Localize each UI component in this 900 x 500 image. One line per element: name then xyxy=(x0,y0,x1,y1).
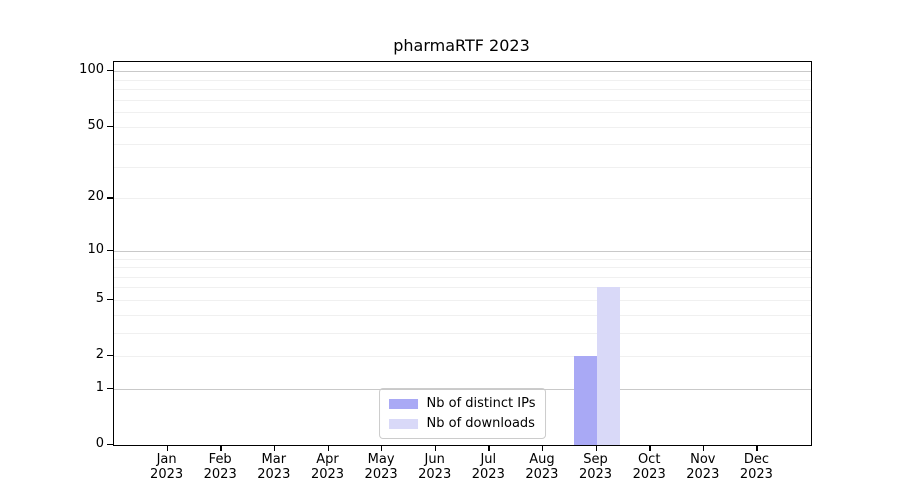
gridline-minor xyxy=(114,287,811,289)
y-axis-tick-mark xyxy=(107,197,113,199)
y-axis-tick-label: 0 xyxy=(95,436,104,451)
x-axis-tick-mark xyxy=(166,445,168,451)
gridline-minor xyxy=(114,356,811,357)
x-axis-tick-label: Oct 2023 xyxy=(632,452,666,482)
y-axis-tick-label: 10 xyxy=(87,241,104,257)
y-axis-tick-label: 20 xyxy=(87,189,104,205)
chart-title: pharmaRTF 2023 xyxy=(393,36,530,55)
gridline-minor xyxy=(114,258,811,260)
gridline-minor xyxy=(114,299,811,301)
x-axis-tick-label: Mar 2023 xyxy=(257,452,291,482)
x-axis-tick-label: Jul 2023 xyxy=(471,452,505,482)
x-axis-tick-mark xyxy=(595,445,597,451)
y-axis-tick-mark xyxy=(107,249,113,252)
gridline-minor xyxy=(114,198,811,200)
legend-label: Nb of distinct IPs xyxy=(426,396,536,411)
y-axis-tick-label: 1 xyxy=(95,379,104,395)
gridline-major xyxy=(114,71,811,73)
x-axis-tick-label: Nov 2023 xyxy=(686,452,720,482)
y-axis-tick-label: 100 xyxy=(79,62,104,78)
x-axis-tick-mark xyxy=(434,445,437,451)
x-axis-tick-mark xyxy=(702,445,705,451)
x-axis-tick-label: Feb 2023 xyxy=(203,452,237,482)
x-axis-tick-mark xyxy=(273,445,276,451)
gridline-minor xyxy=(114,99,811,101)
x-axis-tick-label: Sep 2023 xyxy=(578,452,613,482)
gridline-minor xyxy=(114,79,811,81)
y-axis-tick-label: 2 xyxy=(95,347,104,362)
gridline-minor xyxy=(114,111,811,113)
x-axis-tick-mark xyxy=(327,445,329,451)
y-axis-tick-mark xyxy=(107,387,113,390)
gridline-minor xyxy=(114,276,811,278)
legend-swatch xyxy=(388,398,418,409)
x-axis-tick-label: May 2023 xyxy=(364,452,398,482)
gridline-minor xyxy=(114,89,811,90)
x-axis-tick-label: Aug 2023 xyxy=(525,452,559,482)
bar-nb-of-downloads xyxy=(596,287,620,445)
gridline-major xyxy=(114,250,811,252)
legend-item: Nb of downloads xyxy=(388,416,536,431)
x-axis-tick-label: Jun 2023 xyxy=(418,452,452,482)
legend-item: Nb of distinct IPs xyxy=(388,396,536,411)
x-axis-tick-mark xyxy=(756,445,758,451)
gridline-minor xyxy=(114,126,811,128)
x-axis-tick-label: Apr 2023 xyxy=(310,452,345,482)
plot-area: Nb of distinct IPs Nb of downloads xyxy=(113,61,812,446)
y-axis-tick-mark xyxy=(107,298,113,301)
legend-swatch xyxy=(388,418,418,429)
x-axis-tick-mark xyxy=(488,445,490,451)
y-axis-tick-mark xyxy=(107,444,113,446)
x-axis-tick-label: Jan 2023 xyxy=(150,452,184,482)
bar-nb-of-distinct-ips xyxy=(573,356,597,445)
gridline-minor xyxy=(114,332,811,334)
x-axis-tick-label: Dec 2023 xyxy=(739,452,773,482)
legend: Nb of distinct IPs Nb of downloads xyxy=(378,388,547,439)
y-axis-tick-label: 50 xyxy=(87,117,104,133)
y-axis-tick-mark xyxy=(107,125,113,127)
gridline-minor xyxy=(114,314,811,316)
y-axis-tick-mark xyxy=(107,70,113,72)
gridline-minor xyxy=(114,144,811,146)
y-axis-tick-label: 5 xyxy=(95,290,104,306)
x-axis-tick-mark xyxy=(381,445,383,451)
x-axis-tick-mark xyxy=(541,445,544,451)
x-axis-tick-mark xyxy=(220,445,222,451)
x-axis-tick-mark xyxy=(649,445,651,451)
legend-label: Nb of downloads xyxy=(426,416,535,431)
gridline-minor xyxy=(114,267,811,268)
gridline-major xyxy=(114,388,811,390)
y-axis-tick-mark xyxy=(107,355,113,357)
gridline-minor xyxy=(114,166,811,168)
